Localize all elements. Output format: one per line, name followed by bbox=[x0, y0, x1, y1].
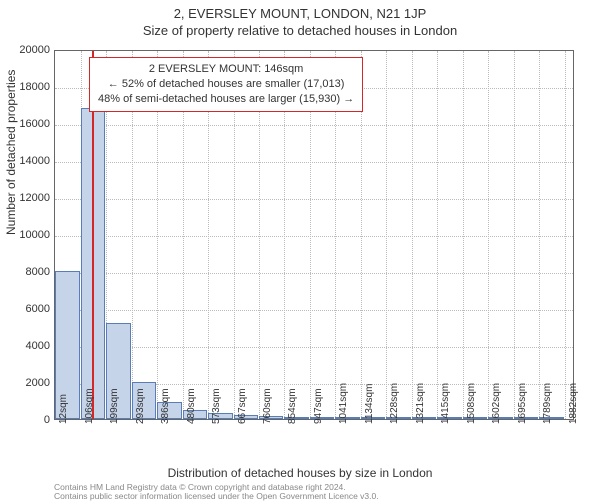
gridline-vertical bbox=[386, 51, 387, 419]
x-tick-label: 199sqm bbox=[109, 388, 120, 424]
x-tick-label: 1789sqm bbox=[542, 383, 553, 424]
x-tick-label: 480sqm bbox=[186, 388, 197, 424]
gridline-vertical bbox=[488, 51, 489, 419]
gridline-vertical bbox=[437, 51, 438, 419]
gridline-horizontal bbox=[55, 236, 573, 237]
x-tick-label: 1508sqm bbox=[466, 383, 477, 424]
gridline-horizontal bbox=[55, 125, 573, 126]
y-tick-label: 14000 bbox=[6, 155, 50, 167]
x-tick-label: 1695sqm bbox=[517, 383, 528, 424]
gridline-vertical bbox=[539, 51, 540, 419]
gridline-horizontal bbox=[55, 273, 573, 274]
gridline-vertical bbox=[514, 51, 515, 419]
x-axis-label: Distribution of detached houses by size … bbox=[0, 466, 600, 480]
footer-line-2: Contains public sector information licen… bbox=[54, 492, 379, 501]
x-tick-label: 1602sqm bbox=[491, 383, 502, 424]
gridline-horizontal bbox=[55, 199, 573, 200]
y-tick-label: 4000 bbox=[6, 340, 50, 352]
footer-attribution: Contains HM Land Registry data © Crown c… bbox=[54, 483, 379, 502]
y-tick-label: 12000 bbox=[6, 192, 50, 204]
chart-title-block: 2, EVERSLEY MOUNT, LONDON, N21 1JP Size … bbox=[0, 0, 600, 40]
gridline-vertical bbox=[565, 51, 566, 419]
property-annotation-box: 2 EVERSLEY MOUNT: 146sqm ← 52% of detach… bbox=[89, 57, 363, 112]
x-tick-label: 293sqm bbox=[135, 388, 146, 424]
title-line-2: Size of property relative to detached ho… bbox=[0, 23, 600, 40]
x-tick-label: 667sqm bbox=[237, 388, 248, 424]
y-tick-label: 16000 bbox=[6, 118, 50, 130]
annotation-line-1: 2 EVERSLEY MOUNT: 146sqm bbox=[98, 62, 354, 77]
y-axis-label: Number of detached properties bbox=[4, 70, 18, 235]
y-tick-label: 18000 bbox=[6, 81, 50, 93]
y-tick-label: 20000 bbox=[6, 44, 50, 56]
x-tick-label: 12sqm bbox=[58, 394, 69, 424]
x-tick-label: 1134sqm bbox=[364, 384, 375, 424]
title-line-1: 2, EVERSLEY MOUNT, LONDON, N21 1JP bbox=[0, 6, 600, 23]
y-tick-label: 10000 bbox=[6, 229, 50, 241]
x-tick-label: 1415sqm bbox=[440, 383, 451, 424]
x-tick-label: 1882sqm bbox=[568, 383, 579, 424]
annotation-line-2: ← 52% of detached houses are smaller (17… bbox=[98, 77, 354, 92]
x-tick-label: 1228sqm bbox=[389, 383, 400, 424]
x-tick-label: 760sqm bbox=[262, 388, 273, 424]
gridline-vertical bbox=[412, 51, 413, 419]
x-tick-label: 854sqm bbox=[287, 388, 298, 424]
gridline-horizontal bbox=[55, 347, 573, 348]
x-tick-label: 573sqm bbox=[211, 388, 222, 424]
histogram-plot-area: 2 EVERSLEY MOUNT: 146sqm ← 52% of detach… bbox=[54, 50, 574, 420]
gridline-vertical bbox=[463, 51, 464, 419]
x-tick-label: 947sqm bbox=[313, 388, 324, 424]
x-tick-label: 386sqm bbox=[160, 388, 171, 424]
y-tick-label: 2000 bbox=[6, 377, 50, 389]
x-tick-label: 1321sqm bbox=[415, 383, 426, 424]
x-tick-label: 106sqm bbox=[84, 388, 95, 424]
y-tick-label: 8000 bbox=[6, 266, 50, 278]
gridline-horizontal bbox=[55, 162, 573, 163]
x-tick-label: 1041sqm bbox=[338, 383, 349, 424]
y-tick-label: 6000 bbox=[6, 303, 50, 315]
y-tick-label: 0 bbox=[6, 414, 50, 426]
gridline-horizontal bbox=[55, 310, 573, 311]
annotation-line-3: 48% of semi-detached houses are larger (… bbox=[98, 92, 354, 107]
